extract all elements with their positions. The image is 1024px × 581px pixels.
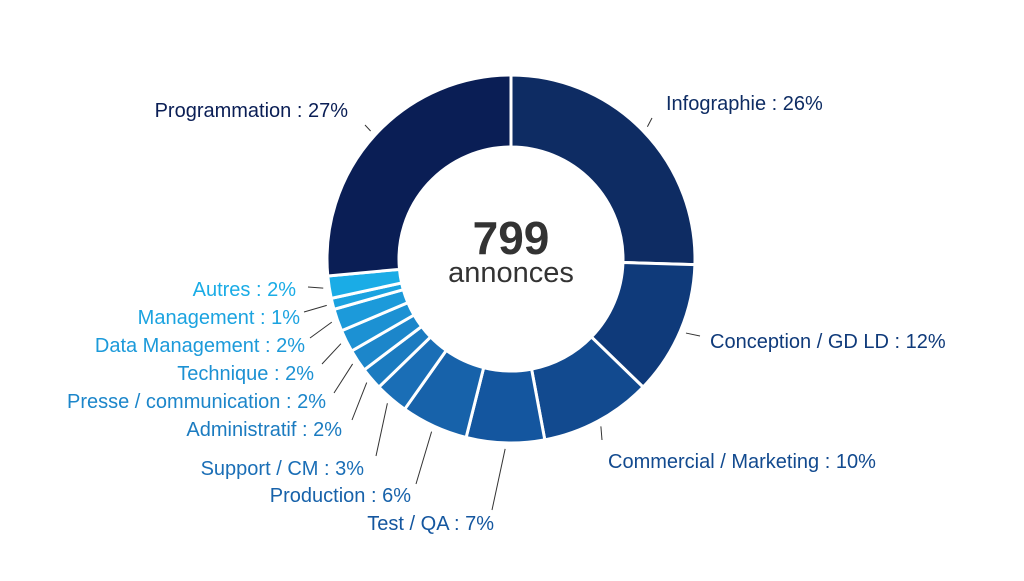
leader-line xyxy=(333,363,354,394)
slice-programmation xyxy=(325,73,513,278)
leader-line xyxy=(321,343,342,365)
slice-label: Technique : 2% xyxy=(177,363,314,385)
slice-label: Presse / communication : 2% xyxy=(67,391,326,413)
slice-label: Data Management : 2% xyxy=(95,335,305,357)
slice-label: Conception / GD LD : 12% xyxy=(710,331,946,353)
leader-line xyxy=(351,382,368,421)
slice-labels: Infographie : 26% Conception / GD LD : 12… xyxy=(67,93,946,535)
center-total-value: 799 xyxy=(473,212,550,264)
leader-line xyxy=(491,448,506,511)
slice-label: Production : 6% xyxy=(270,485,411,507)
leader-line xyxy=(646,117,653,127)
slice-label: Autres : 2% xyxy=(193,279,297,301)
leader-line xyxy=(303,304,327,313)
leader-line xyxy=(600,426,603,441)
slice-label: Administratif : 2% xyxy=(186,419,342,441)
slice-label: Programmation : 27% xyxy=(155,100,349,122)
slice-label: Support / CM : 3% xyxy=(201,458,365,480)
slice-infographie xyxy=(509,73,697,267)
donut-slices xyxy=(325,73,697,445)
slice-label: Commercial / Marketing : 10% xyxy=(608,451,876,473)
slice-label: Management : 1% xyxy=(138,307,301,329)
leader-line xyxy=(307,286,324,289)
slice-label: Infographie : 26% xyxy=(666,93,823,115)
leader-line xyxy=(364,124,371,132)
leader-line xyxy=(375,403,388,457)
slice-label: Test / QA : 7% xyxy=(367,513,494,535)
leader-line xyxy=(415,431,433,485)
center-total-label: annonces xyxy=(448,257,574,289)
leader-lines xyxy=(303,117,701,511)
leader-line xyxy=(685,332,701,337)
leader-line xyxy=(309,321,333,339)
